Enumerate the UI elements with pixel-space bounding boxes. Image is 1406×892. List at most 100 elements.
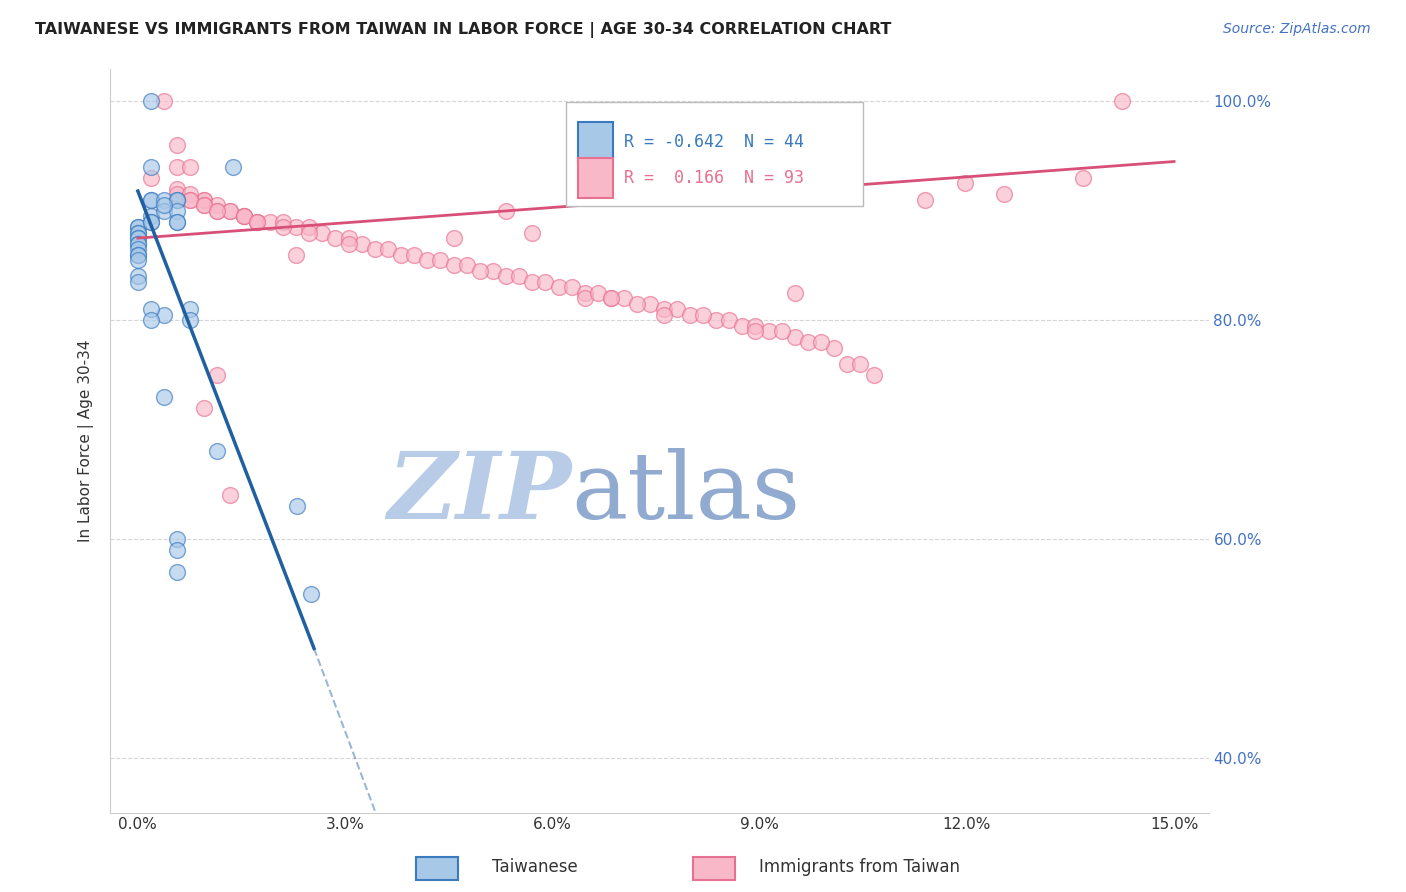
- Point: [613, 291, 636, 305]
- Point: [298, 220, 321, 235]
- Point: [139, 313, 162, 327]
- Point: [652, 302, 675, 317]
- Point: [127, 252, 149, 267]
- Point: [166, 193, 188, 207]
- Point: [153, 390, 176, 404]
- Point: [285, 499, 308, 513]
- Point: [193, 401, 215, 415]
- Point: [298, 226, 321, 240]
- Point: [586, 285, 609, 300]
- Text: TAIWANESE VS IMMIGRANTS FROM TAIWAN IN LABOR FORCE | AGE 30-34 CORRELATION CHART: TAIWANESE VS IMMIGRANTS FROM TAIWAN IN L…: [35, 22, 891, 38]
- Point: [692, 308, 714, 322]
- Point: [534, 275, 557, 289]
- Point: [758, 324, 780, 338]
- Point: [139, 160, 162, 174]
- Point: [350, 236, 373, 251]
- Point: [823, 341, 845, 355]
- FancyBboxPatch shape: [578, 158, 613, 198]
- Point: [232, 209, 254, 223]
- FancyBboxPatch shape: [578, 122, 613, 162]
- Text: R =  0.166  N = 93: R = 0.166 N = 93: [624, 169, 804, 187]
- Point: [652, 308, 675, 322]
- Point: [679, 308, 702, 322]
- Point: [299, 587, 322, 601]
- Point: [495, 203, 517, 218]
- Point: [219, 203, 242, 218]
- Point: [127, 247, 149, 261]
- Point: [139, 302, 162, 317]
- Point: [600, 291, 623, 305]
- Point: [166, 215, 188, 229]
- Point: [783, 329, 806, 343]
- Point: [127, 231, 149, 245]
- Point: [443, 231, 465, 245]
- Point: [993, 187, 1015, 202]
- Point: [166, 193, 188, 207]
- Point: [166, 138, 188, 153]
- Point: [640, 297, 662, 311]
- Point: [311, 226, 333, 240]
- Point: [166, 182, 188, 196]
- Point: [837, 357, 859, 371]
- Point: [443, 259, 465, 273]
- Point: [193, 193, 215, 207]
- FancyBboxPatch shape: [567, 102, 863, 206]
- Point: [574, 285, 596, 300]
- Point: [246, 215, 269, 229]
- Point: [127, 236, 149, 251]
- Point: [179, 313, 201, 327]
- Point: [416, 252, 439, 267]
- Text: Taiwanese: Taiwanese: [492, 858, 578, 876]
- Point: [179, 193, 201, 207]
- Point: [259, 215, 281, 229]
- Point: [222, 160, 245, 174]
- Point: [508, 269, 530, 284]
- Point: [207, 198, 229, 212]
- Point: [193, 198, 215, 212]
- Point: [166, 565, 188, 579]
- Point: [139, 170, 162, 185]
- Point: [127, 242, 149, 256]
- Point: [139, 95, 162, 109]
- Point: [364, 242, 387, 256]
- Point: [219, 488, 242, 502]
- Point: [665, 302, 688, 317]
- Point: [127, 269, 149, 284]
- Point: [285, 220, 308, 235]
- Point: [704, 313, 727, 327]
- Point: [139, 209, 162, 223]
- Text: ZIP: ZIP: [387, 448, 572, 538]
- Point: [337, 231, 360, 245]
- Point: [207, 368, 229, 382]
- Point: [166, 532, 188, 546]
- Point: [127, 220, 149, 235]
- Point: [246, 215, 269, 229]
- Point: [153, 193, 176, 207]
- Point: [127, 236, 149, 251]
- Point: [127, 220, 149, 235]
- Point: [179, 193, 201, 207]
- Point: [482, 264, 505, 278]
- Point: [744, 318, 766, 333]
- Text: R = -0.642  N = 44: R = -0.642 N = 44: [624, 134, 804, 152]
- Point: [849, 357, 872, 371]
- Point: [797, 334, 820, 349]
- Point: [139, 215, 162, 229]
- Text: Source: ZipAtlas.com: Source: ZipAtlas.com: [1223, 22, 1371, 37]
- Point: [207, 203, 229, 218]
- Point: [389, 247, 412, 261]
- Point: [626, 297, 648, 311]
- Point: [153, 203, 176, 218]
- Point: [810, 334, 832, 349]
- Point: [166, 187, 188, 202]
- Point: [219, 203, 242, 218]
- Point: [193, 198, 215, 212]
- Point: [127, 231, 149, 245]
- Point: [862, 368, 884, 382]
- Point: [325, 231, 347, 245]
- Point: [1071, 170, 1094, 185]
- Point: [574, 291, 596, 305]
- Point: [718, 313, 741, 327]
- Point: [232, 209, 254, 223]
- Point: [139, 215, 162, 229]
